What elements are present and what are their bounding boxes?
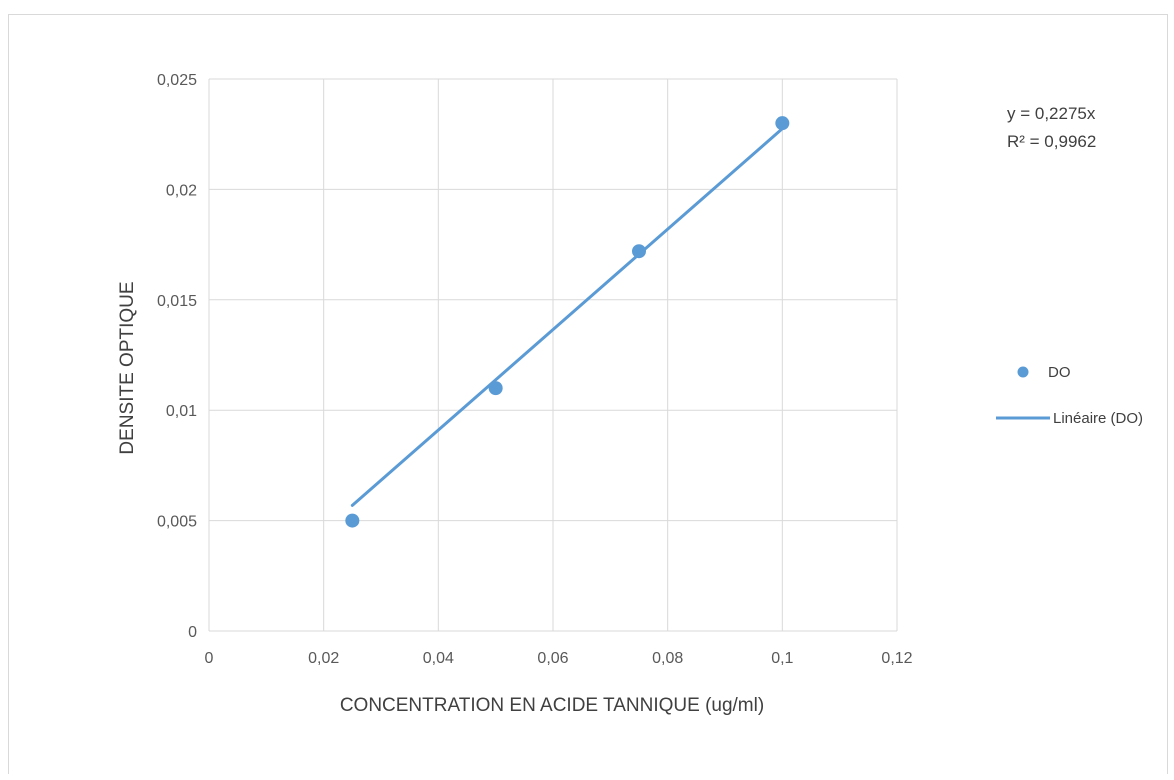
x-tick-label: 0,04 bbox=[423, 650, 454, 667]
trendline-linear-do bbox=[350, 127, 784, 507]
legend-label-linear: Linéaire (DO) bbox=[1053, 410, 1143, 427]
chart-canvas: 0 0,02 0,04 0,06 0,08 0,1 0,12 0 0,005 0,01 0,015 0… bbox=[117, 72, 1143, 716]
y-tick-label: 0,02 bbox=[166, 182, 197, 199]
data-point-do bbox=[775, 116, 790, 131]
chart-frame: 0 0,02 0,04 0,06 0,08 0,1 0,12 0 0,005 0,01 0,015 0… bbox=[8, 14, 1168, 774]
series bbox=[345, 116, 790, 528]
y-tick-label: 0,01 bbox=[166, 403, 197, 420]
x-tick-label: 0,02 bbox=[308, 650, 339, 667]
x-tick-label: 0 bbox=[205, 650, 214, 667]
data-point-do bbox=[488, 381, 503, 396]
gridlines bbox=[208, 78, 898, 632]
y-tick-label: 0 bbox=[188, 624, 197, 641]
y-axis-title: DENSITE OPTIQUE bbox=[117, 281, 138, 454]
trendline-equation: y = 0,2275x bbox=[1007, 104, 1096, 123]
tick-labels: 0 0,02 0,04 0,06 0,08 0,1 0,12 0 0,005 0,01 0,015 0… bbox=[157, 72, 913, 667]
data-point-do bbox=[345, 513, 360, 528]
x-tick-label: 0,1 bbox=[771, 650, 793, 667]
y-tick-label: 0,025 bbox=[157, 72, 197, 89]
x-tick-label: 0,12 bbox=[881, 650, 912, 667]
legend: DO Linéaire (DO) bbox=[996, 364, 1143, 427]
x-tick-label: 0,08 bbox=[652, 650, 683, 667]
y-tick-label: 0,015 bbox=[157, 293, 197, 310]
x-tick-label: 0,06 bbox=[537, 650, 568, 667]
x-axis-title: CONCENTRATION EN ACIDE TANNIQUE (ug/ml) bbox=[340, 695, 764, 716]
data-point-do bbox=[632, 244, 646, 259]
trendline-r-squared: R² = 0,9962 bbox=[1007, 132, 1096, 151]
legend-marker-do bbox=[1017, 366, 1029, 378]
y-tick-label: 0,005 bbox=[157, 514, 197, 531]
legend-label-do: DO bbox=[1048, 364, 1071, 381]
